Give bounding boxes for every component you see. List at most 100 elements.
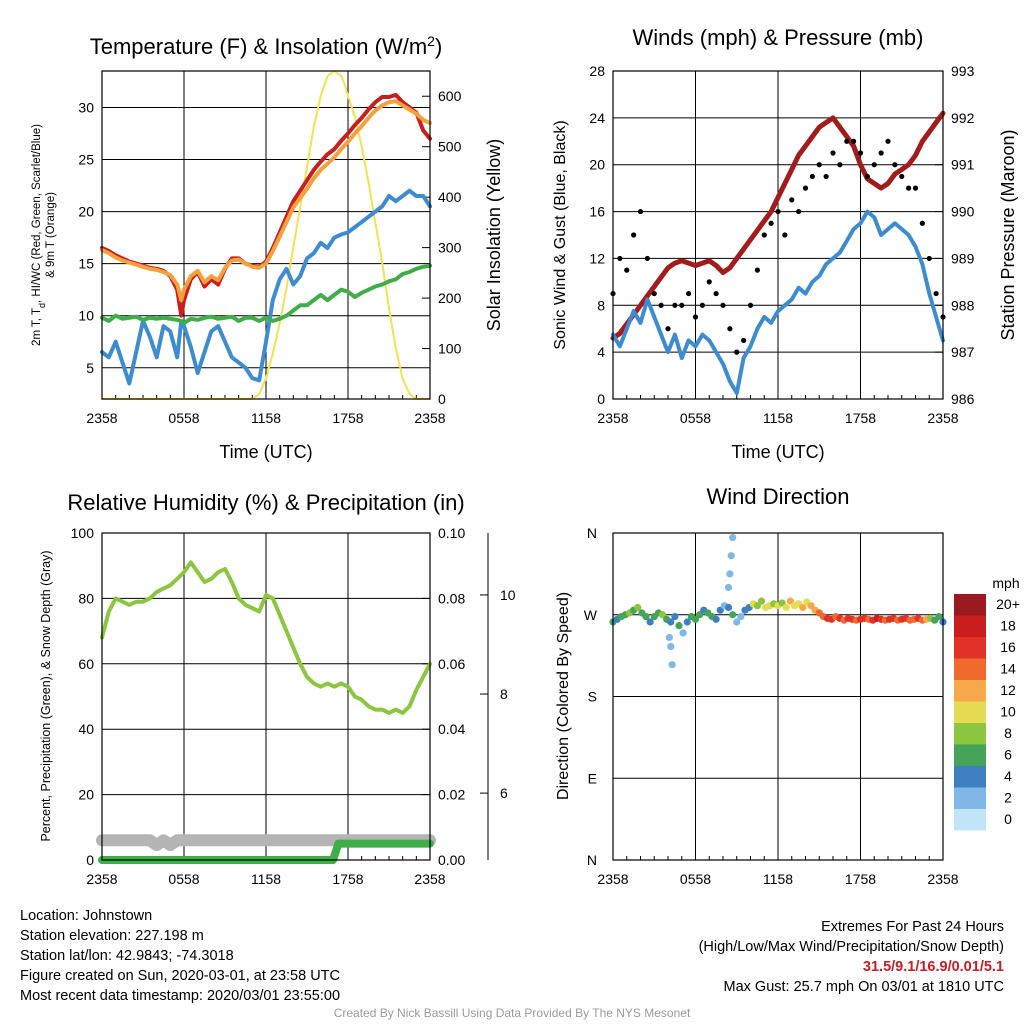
- gust-point: [899, 173, 905, 180]
- y2-tick-label: 992: [951, 110, 975, 126]
- direction-point: [799, 603, 807, 612]
- legend-label: 8: [1004, 725, 1012, 741]
- y2-tick-label: 100: [438, 341, 462, 357]
- created-text: Figure created on Sun, 2020-03-01, at 23…: [20, 968, 340, 984]
- direction-label: S: [588, 689, 597, 705]
- y-tick-label: 24: [589, 110, 605, 126]
- gust-point: [906, 185, 912, 191]
- winds-title: Winds (mph) & Pressure (mb): [633, 25, 924, 50]
- direction-point: [642, 612, 650, 621]
- direction-point: [634, 603, 642, 612]
- direction-point: [757, 597, 766, 605]
- legend-label: 4: [1004, 768, 1012, 784]
- gust-point: [644, 255, 650, 262]
- legend-label: 18: [1000, 618, 1016, 634]
- gust-point: [665, 326, 671, 332]
- direction-label: E: [588, 770, 597, 786]
- legend-swatch: [954, 723, 986, 745]
- x-tick-label: 1158: [763, 410, 793, 426]
- gust-point: [713, 290, 719, 297]
- gust-point: [851, 138, 857, 144]
- gust-point: [734, 349, 740, 355]
- gust-point: [775, 208, 781, 215]
- x-tick-label: 2358: [86, 410, 117, 426]
- y2-tick-label: 987: [951, 344, 975, 360]
- temperature-ylabel-line2: & 9m T (Orange): [45, 192, 57, 278]
- x-tick-label: 1758: [845, 410, 876, 426]
- plot-border: [612, 70, 944, 400]
- temperature-panel: Temperature (F) & Insolation (W/m2) Time…: [31, 33, 504, 462]
- direction-point: [679, 629, 687, 637]
- extremes-title: Extremes For Past 24 Hours: [821, 919, 1004, 935]
- x-tick-label: 0558: [680, 871, 711, 887]
- credit-text: Created By Nick Bassill Using Data Provi…: [333, 1006, 691, 1020]
- extremes-subtitle: (High/Low/Max Wind/Precipitation/Snow De…: [698, 939, 1004, 955]
- legend-label: 0: [1004, 811, 1012, 827]
- winds-ylabel-left: Sonic Wind & Gust (Blue, Black): [552, 120, 569, 349]
- humidity-ylabel-left: Percent, Precipitation (Green), & Snow D…: [39, 550, 53, 841]
- gust-point: [768, 220, 774, 226]
- gust-point: [933, 290, 939, 297]
- y-tick-label: 12: [589, 250, 605, 266]
- direction-point: [726, 570, 734, 578]
- plot-border: [101, 532, 431, 861]
- y2-tick-label: 991: [951, 157, 975, 173]
- location-text: Location: Johnstown: [20, 908, 153, 924]
- gust-point: [651, 290, 657, 297]
- y-tick-label: 8: [597, 297, 605, 313]
- y2-tick-label: 500: [438, 139, 462, 155]
- x-tick-label: 1758: [332, 410, 363, 426]
- x-tick-label: 0558: [168, 871, 199, 887]
- gust-point: [864, 173, 870, 180]
- direction-point: [665, 633, 673, 642]
- y-tick-label: 4: [597, 344, 605, 360]
- gust-point: [802, 185, 809, 191]
- wind-direction-panel: Wind Direction Direction (Colored By Spe…: [555, 484, 1020, 887]
- gust-point: [720, 302, 726, 308]
- legend-swatch: [954, 594, 986, 616]
- y-tick-label: 15: [78, 256, 94, 272]
- gust-point: [679, 302, 685, 308]
- gust-point: [823, 173, 829, 180]
- direction-point: [668, 661, 676, 669]
- y-tick-label: 30: [78, 99, 94, 115]
- pressure-line: [610, 110, 946, 341]
- legend-swatch: [954, 658, 986, 680]
- y-tick-label: 60: [78, 656, 94, 672]
- y2-tick-label: 0.02: [438, 787, 465, 803]
- direction-point: [671, 612, 679, 621]
- y-tick-label: 28: [589, 63, 605, 79]
- legend-swatch: [954, 766, 986, 788]
- temp_9m-line: [100, 99, 432, 303]
- x-tick-label: 2358: [86, 871, 117, 887]
- legend-swatch: [954, 615, 986, 637]
- wind_speed-line: [611, 209, 945, 396]
- extremes-info: Extremes For Past 24 Hours (High/Low/Max…: [699, 917, 1004, 997]
- direction-label: W: [584, 607, 598, 623]
- y-tick-label: 0: [597, 391, 605, 407]
- gust-point: [754, 267, 760, 273]
- legend-swatch: [954, 701, 986, 723]
- y2-tick-label: 300: [438, 240, 462, 256]
- direction-label: N: [587, 852, 597, 868]
- y3-tick-label: 10: [500, 587, 516, 603]
- direction-point: [667, 618, 675, 626]
- direction-point: [675, 622, 683, 630]
- gust-point: [617, 255, 623, 262]
- latlon-text: Station lat/lon: 42.9843; -74.3018: [20, 948, 234, 964]
- station-info: Location: Johnstown Station elevation: 2…: [20, 906, 340, 1006]
- x-tick-label: 2358: [927, 410, 958, 426]
- elevation-text: Station elevation: 227.198 m: [20, 928, 204, 944]
- y-tick-label: 0: [86, 852, 94, 868]
- legend-swatch: [954, 680, 986, 702]
- gust-point: [844, 138, 850, 144]
- direction-point: [733, 618, 741, 626]
- winds-xlabel: Time (UTC): [731, 442, 824, 462]
- gust-point: [699, 302, 705, 308]
- x-tick-label: 2358: [927, 871, 958, 887]
- direction-point: [935, 612, 943, 621]
- gust-point: [885, 138, 891, 144]
- legend-label: 2: [1004, 790, 1012, 806]
- direction-point: [646, 618, 654, 626]
